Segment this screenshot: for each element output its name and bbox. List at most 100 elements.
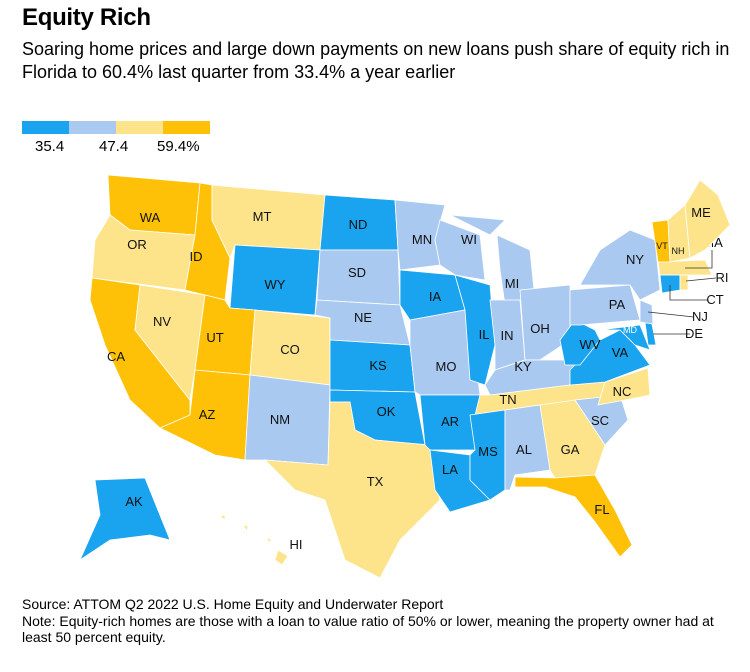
legend-tick: 35.4	[35, 138, 65, 155]
state-az: AZ	[159, 369, 251, 461]
state-va: VA	[569, 329, 651, 386]
state-label: AR	[441, 414, 459, 429]
state-me: ME	[684, 179, 731, 259]
state-wi: WI	[434, 219, 486, 281]
state-label: MD	[623, 325, 637, 335]
state-pa: PA	[569, 284, 641, 326]
state-label: VA	[612, 345, 629, 360]
state-label: PA	[609, 297, 626, 312]
state-label: OH	[530, 321, 550, 336]
state-shape	[657, 259, 713, 276]
leader-line	[685, 277, 717, 282]
state-label: CA	[107, 349, 125, 364]
state-sd: SD	[316, 249, 401, 306]
state-nd: ND	[319, 194, 399, 251]
state-ny: NY	[579, 229, 661, 301]
state-wv: WV	[559, 319, 601, 366]
state-wy: WY	[229, 244, 321, 316]
state-ks: KS	[329, 339, 416, 393]
state-sc: SC	[574, 394, 629, 446]
state-label: SC	[591, 413, 609, 428]
state-al: AL	[504, 404, 551, 491]
state-label: ME	[691, 205, 711, 220]
state-label: OK	[377, 404, 396, 419]
state-shape	[419, 394, 481, 451]
state-label: WA	[140, 210, 161, 225]
state-nm: NM	[244, 374, 331, 466]
state-tx: TX	[263, 401, 441, 579]
state-label: GA	[561, 442, 580, 457]
state-label: CO	[280, 342, 300, 357]
state-shape	[449, 214, 506, 236]
state-label: NV	[153, 314, 171, 329]
state-shape	[519, 284, 571, 361]
state-label: TX	[367, 474, 384, 489]
state-mi: MI	[449, 214, 536, 306]
state-ct: CT	[659, 274, 724, 307]
state-shape	[274, 549, 289, 566]
leader-line	[647, 311, 695, 318]
state-nc: NC	[597, 367, 651, 406]
state-label: NC	[613, 384, 632, 399]
legend-color-scale	[22, 121, 210, 134]
state-shape	[134, 284, 206, 401]
state-ar: AR	[419, 394, 481, 451]
state-ia: IA	[399, 269, 466, 321]
state-label: TN	[499, 392, 516, 407]
state-label: VT	[656, 241, 668, 251]
state-label: SD	[348, 265, 366, 280]
state-mn: MN	[394, 199, 446, 271]
state-ri: RI	[679, 270, 729, 291]
state-shape	[79, 477, 171, 562]
state-shape	[569, 329, 651, 386]
chart-title: Equity Rich	[22, 4, 151, 31]
state-label: LA	[442, 462, 458, 477]
state-label: DE	[685, 326, 703, 341]
state-label: ID	[190, 249, 203, 264]
state-label: WY	[265, 277, 286, 292]
state-label: RI	[716, 270, 729, 285]
state-hi: HI	[219, 514, 303, 566]
state-label: WI	[461, 232, 477, 247]
state-label: CT	[706, 292, 723, 307]
state-shape	[569, 284, 641, 326]
state-label: KS	[369, 358, 387, 373]
state-shape	[639, 299, 654, 325]
state-label: NY	[626, 252, 644, 267]
state-shape	[219, 514, 226, 521]
state-label: AK	[125, 494, 143, 509]
state-shape	[684, 179, 731, 259]
state-label: MI	[505, 276, 519, 291]
state-shape	[679, 274, 689, 291]
footer: Source: ATTOM Q2 2022 U.S. Home Equity a…	[22, 596, 732, 646]
state-co: CO	[249, 309, 331, 386]
state-md: MD	[599, 324, 651, 351]
state-label: AZ	[199, 407, 216, 422]
legend-swatch	[116, 121, 163, 134]
state-label: AL	[516, 442, 532, 457]
state-shape	[514, 474, 633, 558]
methodology-note: Note: Equity-rich homes are those with a…	[22, 612, 714, 646]
leader-line	[669, 285, 708, 301]
state-label: WV	[580, 337, 601, 352]
state-label: ND	[349, 217, 368, 232]
state-label: HI	[290, 537, 303, 552]
legend-swatch	[163, 121, 210, 134]
state-shape	[242, 524, 249, 533]
state-label: NH	[672, 246, 685, 256]
state-label: IA	[429, 289, 442, 304]
state-label: MN	[412, 232, 432, 247]
legend-tick: 47.4	[99, 138, 129, 155]
state-mo: MO	[409, 309, 481, 396]
state-shape	[265, 537, 272, 544]
source-note: Source: ATTOM Q2 2022 U.S. Home Equity a…	[22, 596, 444, 612]
state-label: UT	[206, 330, 223, 345]
state-label: IN	[501, 328, 514, 343]
state-label: FL	[594, 502, 609, 517]
state-shape	[599, 324, 651, 351]
state-shape	[263, 401, 441, 579]
state-label: NJ	[692, 309, 708, 324]
state-label: IL	[479, 327, 490, 342]
state-shape	[597, 367, 651, 406]
